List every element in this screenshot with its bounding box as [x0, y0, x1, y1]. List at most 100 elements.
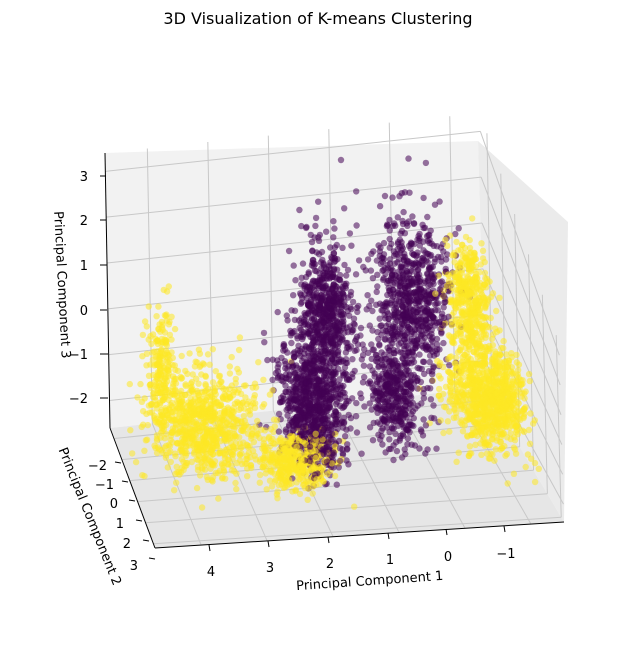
scatter-point-cluster-1	[481, 258, 488, 266]
scatter-point-cluster-1	[193, 375, 200, 382]
scatter-point-cluster-1	[492, 368, 500, 376]
scatter-point-cluster-0	[436, 286, 444, 293]
scatter-point-cluster-1	[458, 368, 465, 375]
grid-line	[207, 142, 214, 418]
scatter-point-cluster-1	[461, 278, 468, 285]
scatter-point-cluster-1	[220, 395, 227, 403]
scatter-point-cluster-0	[400, 374, 407, 381]
scatter-point-cluster-0	[437, 253, 445, 261]
scatter-point-cluster-1	[162, 430, 170, 438]
scatter-point-cluster-0	[434, 346, 441, 353]
scatter-point-cluster-0	[420, 194, 427, 202]
scatter-point-cluster-0	[322, 399, 329, 406]
scatter-point-cluster-1	[436, 361, 443, 368]
scatter-point-cluster-1	[157, 347, 165, 354]
scatter-point-cluster-0	[427, 396, 435, 403]
scatter-point-cluster-1	[177, 425, 184, 432]
scatter-point-cluster-0	[455, 225, 462, 232]
scatter-point-cluster-0	[380, 266, 387, 273]
scatter-point-cluster-0	[392, 250, 399, 258]
scatter-point-cluster-0	[376, 315, 383, 322]
scatter-point-cluster-1	[158, 447, 165, 454]
scatter-point-cluster-0	[322, 324, 329, 331]
scatter-point-cluster-0	[373, 351, 380, 359]
scatter-point-cluster-1	[331, 443, 339, 450]
scatter-point-cluster-1	[155, 371, 162, 379]
scatter-point-cluster-0	[353, 222, 360, 229]
scatter-point-cluster-0	[379, 258, 386, 266]
scatter-point-cluster-0	[294, 416, 302, 424]
scatter-point-cluster-1	[470, 348, 478, 356]
scatter-point-cluster-1	[228, 353, 235, 361]
scatter-point-cluster-0	[345, 411, 352, 419]
scatter-point-cluster-0	[394, 214, 401, 221]
scatter-point-cluster-1	[478, 240, 485, 247]
scatter-point-cluster-0	[421, 224, 429, 232]
scatter-point-cluster-1	[193, 359, 201, 366]
scatter-point-cluster-1	[152, 378, 159, 385]
scatter-point-cluster-1	[235, 406, 243, 413]
grid-line	[105, 130, 481, 172]
scatter-point-cluster-0	[328, 421, 335, 429]
scatter-point-cluster-0	[378, 356, 385, 364]
scatter-point-cluster-1	[484, 416, 491, 424]
scatter-point-cluster-0	[288, 339, 295, 347]
scatter-point-cluster-0	[414, 385, 421, 392]
scatter-point-cluster-1	[493, 328, 500, 336]
scatter-point-cluster-0	[407, 240, 414, 248]
scatter-point-cluster-0	[284, 412, 291, 419]
scatter-point-cluster-1	[459, 397, 467, 404]
scatter-point-cluster-1	[503, 351, 510, 358]
scatter-point-cluster-0	[319, 361, 326, 368]
scatter-point-cluster-1	[485, 347, 493, 355]
scatter-point-cluster-1	[134, 394, 141, 401]
scatter-point-cluster-0	[315, 198, 322, 205]
scatter-point-cluster-1	[145, 303, 152, 310]
scatter-point-cluster-0	[354, 308, 361, 316]
scatter-point-cluster-1	[154, 352, 161, 360]
scatter-point-cluster-1	[458, 328, 465, 335]
scatter-point-cluster-1	[273, 417, 281, 424]
grid-line	[555, 335, 562, 518]
scatter-point-cluster-0	[302, 224, 310, 232]
scatter-point-cluster-1	[196, 427, 204, 435]
scatter-point-cluster-1	[446, 398, 453, 405]
scatter-point-cluster-0	[389, 194, 396, 201]
scatter-point-cluster-1	[145, 336, 152, 343]
scatter-point-cluster-0	[409, 262, 416, 269]
scatter-point-cluster-1	[468, 391, 475, 398]
scatter-point-cluster-1	[256, 471, 264, 479]
scatter-point-cluster-1	[148, 409, 156, 416]
scatter-point-cluster-1	[159, 413, 166, 420]
scatter-point-cluster-1	[170, 387, 177, 394]
scatter-point-cluster-1	[270, 428, 277, 435]
scatter-point-cluster-0	[386, 352, 393, 359]
scatter-point-cluster-0	[407, 394, 415, 401]
scatter-point-cluster-1	[437, 417, 444, 424]
scatter-point-cluster-1	[154, 340, 162, 348]
scatter-point-cluster-0	[361, 346, 368, 353]
scatter-point-cluster-0	[396, 435, 404, 442]
scatter-point-cluster-1	[248, 435, 255, 442]
scatter-point-cluster-0	[403, 362, 410, 369]
scatter-point-cluster-0	[274, 308, 281, 316]
scatter-point-cluster-0	[274, 375, 282, 382]
scatter-point-cluster-1	[479, 371, 487, 378]
scatter-point-cluster-1	[174, 397, 181, 405]
scatter-point-cluster-0	[301, 310, 308, 317]
scatter-point-cluster-1	[154, 361, 161, 368]
scatter-point-cluster-1	[480, 281, 488, 288]
scatter-point-cluster-1	[141, 318, 149, 325]
scatter-point-cluster-1	[517, 393, 525, 400]
scatter-point-cluster-1	[469, 263, 476, 270]
scatter-point-cluster-1	[215, 373, 223, 380]
scatter-point-cluster-0	[440, 339, 447, 347]
scatter-point-cluster-0	[334, 381, 341, 388]
scatter-point-cluster-0	[368, 355, 375, 363]
scatter-point-cluster-1	[472, 441, 479, 448]
scatter-point-cluster-0	[372, 388, 379, 395]
scatter-point-cluster-0	[319, 314, 327, 321]
scatter-point-cluster-1	[158, 406, 165, 414]
scatter-point-cluster-1	[463, 258, 470, 265]
scatter-point-cluster-1	[465, 298, 472, 305]
